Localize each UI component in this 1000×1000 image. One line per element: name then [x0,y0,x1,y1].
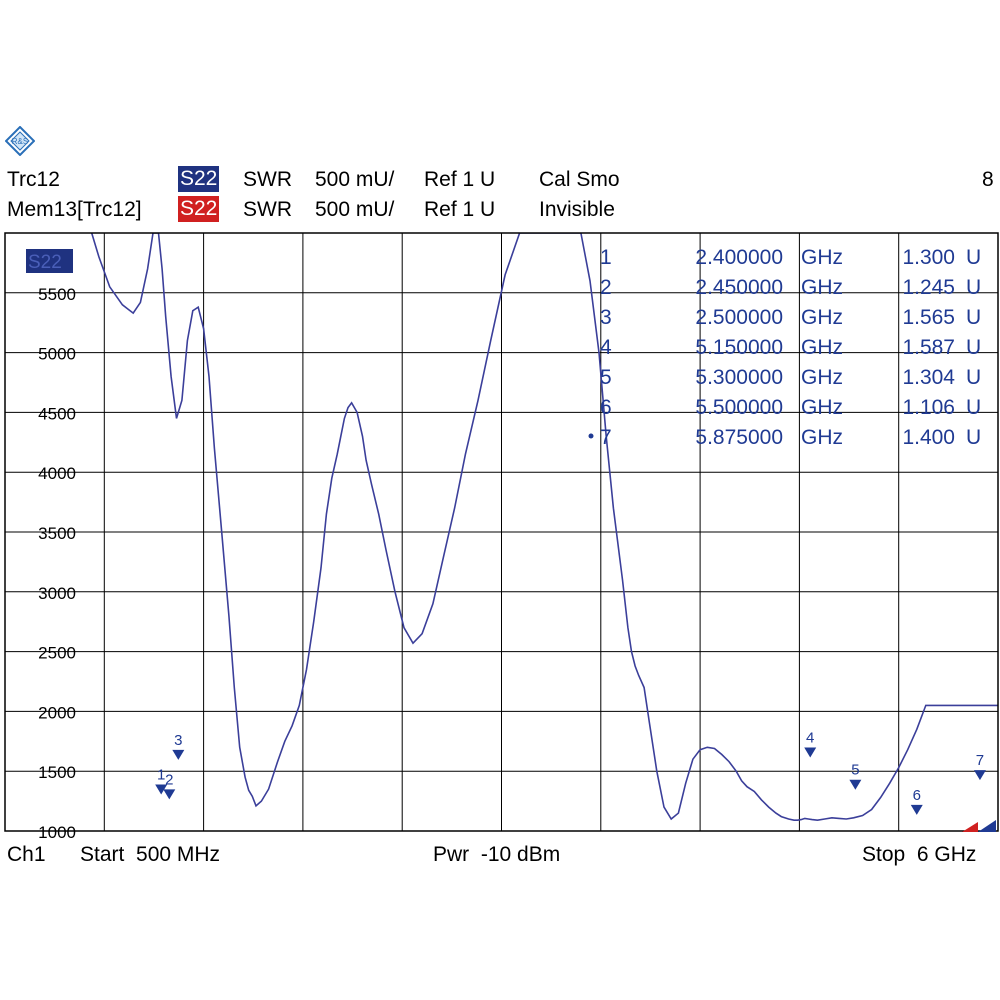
marker-table-unit: GHz [801,306,843,329]
marker-table-frequency: 2.450000 [695,276,783,299]
trace-s22-tag[interactable]: S22 [178,166,220,192]
stop-frequency[interactable]: Stop 6 GHz [862,843,977,866]
marker-5-label: 5 [851,762,859,779]
marker-table-id: 4 [600,336,612,359]
memory-scale[interactable]: 500 mU/ [315,198,395,221]
y-tick-label: 2000 [38,703,76,722]
plot-s22-tag: S22 [28,252,62,273]
plot-grid [5,233,998,831]
marker-7-label: 7 [976,752,984,769]
y-tick-label: 5500 [38,285,76,304]
marker-table-value-unit: U [966,276,981,299]
marker-table-value: 1.587 [902,336,955,359]
marker-table-unit: GHz [801,426,843,449]
y-tick-label: 2500 [38,644,76,663]
marker-7-triangle [973,770,986,781]
y-tick-label: 4000 [38,464,76,483]
memory-status: Invisible [539,198,615,221]
y-tick-label: 1500 [38,763,76,782]
marker-1-label: 1 [157,767,165,784]
marker-table-id: 2 [600,276,612,299]
marker-3-triangle [172,749,185,760]
marker-6-label: 6 [913,787,921,804]
marker-4-triangle [804,747,817,758]
marker-table-unit: GHz [801,396,843,419]
marker-table-value-unit: U [966,366,981,389]
marker-table-value-unit: U [966,336,981,359]
memory-format[interactable]: SWR [243,198,292,221]
marker-table-value: 1.565 [902,306,955,329]
marker-table-value: 1.106 [902,396,955,419]
plot-s22-tag-bg [26,249,73,273]
marker-3-label: 3 [174,732,182,749]
marker-table-value: 1.245 [902,276,955,299]
marker-table-id: 6 [600,396,612,419]
swr-trace-line [90,233,998,822]
y-tick-label: 4500 [38,404,76,423]
memory-trace-name[interactable]: Mem13[Trc12] [7,198,142,221]
marker-table-frequency: 5.300000 [695,366,783,389]
channel-label[interactable]: Ch1 [7,843,46,866]
marker-table-frequency: 5.500000 [695,396,783,419]
marker-table-value: 1.400 [902,426,955,449]
svg-text:R&S: R&S [12,137,28,146]
active-marker-dot [588,433,594,439]
marker-5-triangle [849,779,862,790]
plot-frame [4,232,999,832]
marker-table-value-unit: U [966,396,981,419]
marker-table-frequency: 2.400000 [695,246,783,269]
marker-1-triangle [155,784,168,795]
y-tick-label: 3500 [38,524,76,543]
y-tick-labels: 1000 1500 2000 2500 3000 3500 4000 4500 5000 5500 [38,285,76,842]
y-tick-label: 5000 [38,345,76,364]
trace-markers: 1 2 3 4 5 6 7 [155,729,986,815]
marker-2-label: 2 [165,771,173,788]
marker-4-label: 4 [806,729,814,746]
start-frequency[interactable]: Start 500 MHz [80,843,221,866]
marker-6-triangle [910,804,923,815]
y-tick-label: 3000 [38,584,76,603]
y-tick-label: 1000 [38,823,76,842]
trace-format[interactable]: SWR [243,168,292,191]
marker-table-frequency: 5.150000 [695,336,783,359]
marker-table-unit: GHz [801,246,843,269]
marker-table-id: 7 [600,426,612,449]
marker-table-id: 3 [600,306,612,329]
memory-indicator-icon [962,822,978,832]
trace-ref[interactable]: Ref 1 U [424,168,496,191]
marker-table-unit: GHz [801,276,843,299]
marker-table-frequency: 2.500000 [695,306,783,329]
power-level[interactable]: Pwr -10 dBm [433,843,561,866]
marker-table-unit: GHz [801,366,843,389]
memory-ref[interactable]: Ref 1 U [424,198,496,221]
memory-s22-tag[interactable]: S22 [178,196,220,222]
trace-scale[interactable]: 500 mU/ [315,168,395,191]
marker-table-id: 5 [600,366,612,389]
marker-table-frequency: 5.875000 [695,426,783,449]
rohde-schwarz-logo-icon: R&S [4,125,36,157]
marker-table-unit: GHz [801,336,843,359]
trace-name[interactable]: Trc12 [7,168,60,191]
marker-table-value-unit: U [966,246,981,269]
marker-table-value-unit: U [966,426,981,449]
trace-indicator-icon [978,820,996,832]
marker-table-id: 1 [600,246,612,269]
marker-table-value-unit: U [966,306,981,329]
marker-table-value: 1.300 [902,246,955,269]
marker-2-triangle [163,789,176,800]
channel-count: 8 [982,168,994,191]
trace-status: Cal Smo [539,168,620,191]
marker-table-value: 1.304 [902,366,955,389]
marker-table: 1 2.400000 GHz 1.300 U 2 2.450000 GHz 1.245 U 3 2.5… [588,246,981,449]
